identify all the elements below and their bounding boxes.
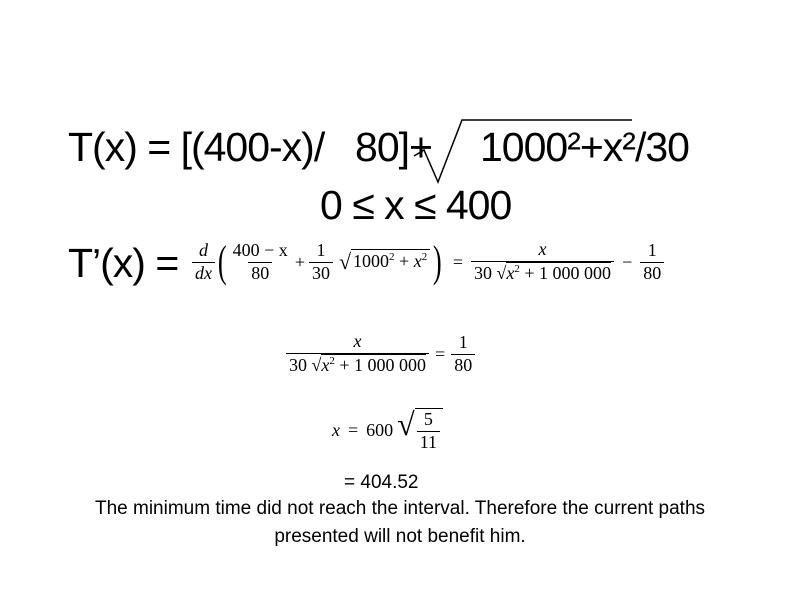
conclusion-line-1: The minimum time did not reach the inter… [94, 498, 706, 519]
critical-point-equation: x 30 √x2 + 1 000 000 = 1 80 [286, 324, 476, 384]
right-paren: ) [433, 237, 442, 286]
time-function-prefix: T(x) = [(400-x)/ [68, 124, 325, 170]
time-function-radicand: 1000²+x²/30 [480, 124, 690, 170]
d-dx-operator: d dx [192, 240, 215, 284]
solution-coefficient: 600 [366, 419, 394, 440]
equals-sign: = [452, 251, 464, 272]
solution-variable: x [332, 419, 340, 440]
left-paren: ( [217, 237, 227, 286]
radical-sign [413, 119, 632, 184]
plus-sign: + [294, 251, 305, 272]
solution-expression: x = 600 √ 5 11 [332, 402, 444, 458]
domain-constraint: 0 ≤ x ≤ 400 [320, 182, 512, 228]
sqrt-1000sq-plus-xsq: √ 10002 + x2 [339, 249, 431, 275]
derivative-result-fraction: x 30 √x2 + 1 000 000 [471, 239, 615, 284]
fraction-400-minus-x: 400 − x 80 [232, 239, 288, 283]
numeric-result: = 404.52 [344, 472, 419, 493]
equals-sign: = [348, 419, 359, 440]
fraction-1-80: 1 80 [640, 240, 665, 284]
time-function-mid: 80]+ [355, 124, 433, 170]
equation-rhs-fraction: 1 80 [451, 332, 476, 376]
equals-sign: = [435, 343, 446, 364]
derivative-label: T’(x) = [68, 240, 179, 286]
fraction-1-30: 1 30 [308, 240, 333, 284]
conclusion-line-2: presented will not benefit him. [274, 526, 526, 547]
equation-lhs-fraction: x 30 √x2 + 1 000 000 [286, 331, 430, 376]
minus-sign: − [622, 251, 633, 272]
time-function: T(x) = [(400-x)/ 80]+ [68, 124, 433, 171]
derivative-expression: d dx ( 400 − x 80 + 1 30 √ 10002 + x2 ) … [192, 236, 665, 288]
sqrt-5-over-11: √ 5 11 [397, 407, 444, 453]
